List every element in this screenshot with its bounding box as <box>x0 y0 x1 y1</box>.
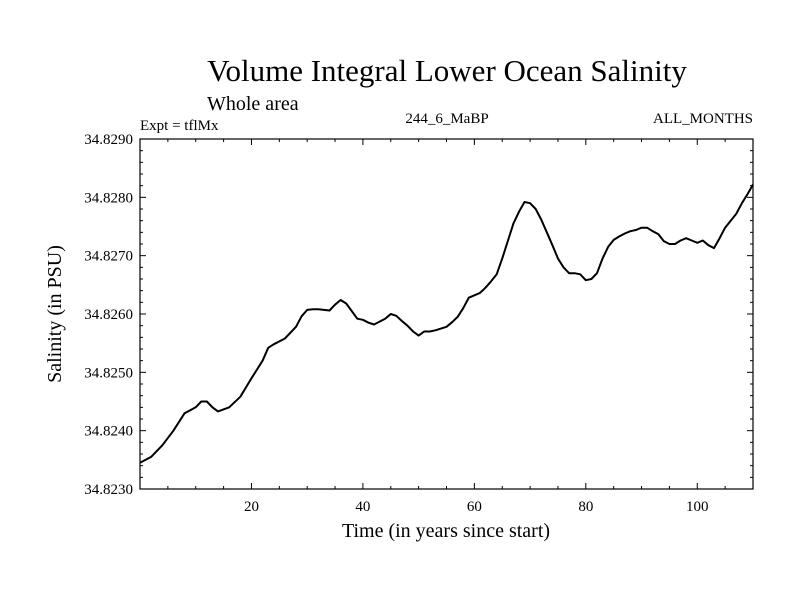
right-label: ALL_MONTHS <box>653 111 753 127</box>
y-axis: 34.8230 34.8240 34.8250 34.8260 34.8270 34.82… <box>84 132 753 498</box>
x-tick-label: 60 <box>467 499 482 515</box>
y-tick-label: 34.8250 <box>84 365 133 381</box>
y-tick-label: 34.8290 <box>84 132 133 148</box>
y-tick-label: 34.8240 <box>84 424 133 440</box>
series-group <box>139 184 754 464</box>
chart-subtitle: Whole area <box>207 93 299 115</box>
y-tick-label: 34.8270 <box>84 249 133 265</box>
x-tick-label: 100 <box>686 499 709 515</box>
y-tick-label: 34.8230 <box>84 482 133 498</box>
center-label: 244_6_MaBP <box>405 111 488 127</box>
x-axis-label: Time (in years since start) <box>342 520 550 542</box>
y-tick-label: 34.8280 <box>84 190 133 206</box>
y-tick-label: 34.8260 <box>84 307 133 323</box>
series-line-salinity <box>139 184 754 464</box>
x-tick-label: 40 <box>355 499 370 515</box>
y-axis-label: Salinity (in PSU) <box>44 245 66 383</box>
plot-frame <box>139 138 754 490</box>
x-axis: 20 40 60 80 100 <box>167 139 726 515</box>
x-tick-label: 20 <box>244 499 259 515</box>
experiment-label: Expt = tflMx <box>140 118 219 134</box>
chart-title: Volume Integral Lower Ocean Salinity <box>207 53 687 88</box>
x-tick-label: 80 <box>578 499 593 515</box>
